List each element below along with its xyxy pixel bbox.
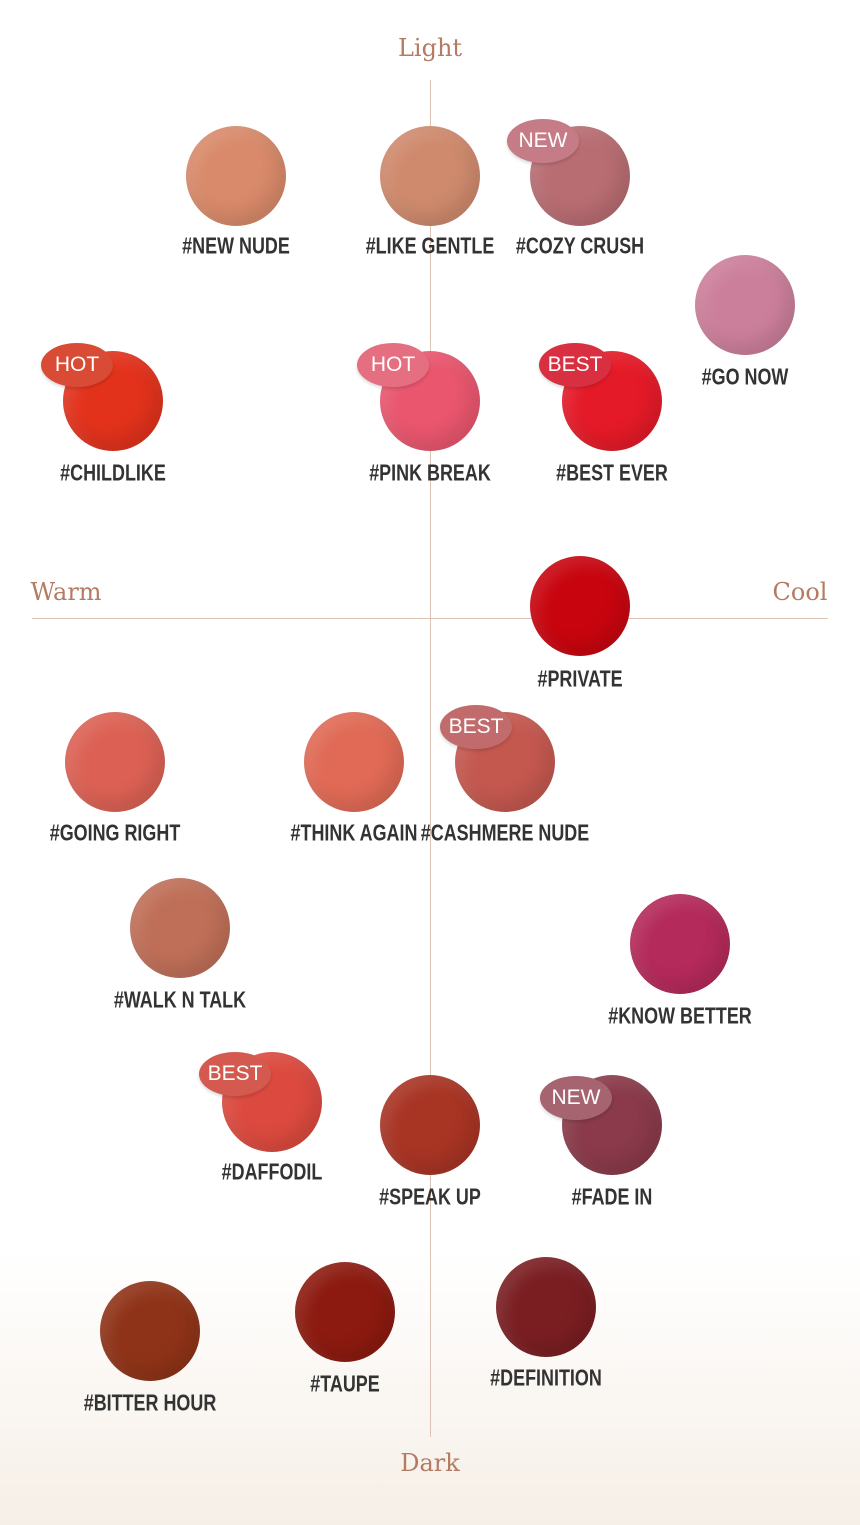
- axis-label-warm: Warm: [30, 578, 102, 606]
- badge-new: NEW: [540, 1076, 612, 1120]
- swatch-label: #THINK AGAIN: [290, 819, 418, 846]
- swatch-circle: [65, 712, 165, 812]
- swatch-label: #BEST EVER: [556, 459, 668, 486]
- swatch-label: #COZY CRUSH: [515, 232, 645, 259]
- swatch-label: #NEW NUDE: [182, 232, 290, 259]
- swatch-circle: [100, 1281, 200, 1381]
- swatch-label: #FADE IN: [571, 1183, 653, 1210]
- swatch-circle: [530, 556, 630, 656]
- badge-best: BEST: [539, 343, 611, 387]
- swatch-circle: [304, 712, 404, 812]
- horizontal-axis-line: [32, 618, 828, 619]
- swatch-circle: [380, 1075, 480, 1175]
- badge-hot: HOT: [41, 343, 113, 387]
- swatch-circle: [630, 894, 730, 994]
- swatch-label: #KNOW BETTER: [608, 1002, 752, 1029]
- swatch-label: #CHILDLIKE: [60, 459, 166, 486]
- badge-new: NEW: [507, 119, 579, 163]
- swatch-label: #PINK BREAK: [369, 459, 491, 486]
- swatch-circle: [186, 126, 286, 226]
- swatch-label: #SPEAK UP: [379, 1183, 481, 1210]
- badge-best: BEST: [440, 705, 512, 749]
- swatch-circle: [695, 255, 795, 355]
- swatch-label: #WALK N TALK: [113, 986, 247, 1013]
- axis-label-cool: Cool: [772, 578, 828, 606]
- swatch-label: #GO NOW: [701, 363, 789, 390]
- swatch-label: #DAFFODIL: [221, 1158, 323, 1185]
- swatch-label: #CASHMERE NUDE: [420, 819, 590, 846]
- swatch-label: #DEFINITION: [490, 1364, 602, 1391]
- swatch-label: #TAUPE: [310, 1370, 380, 1397]
- swatch-circle: [295, 1262, 395, 1362]
- axis-label-dark: Dark: [400, 1449, 460, 1477]
- swatch-circle: [380, 126, 480, 226]
- axis-label-light: Light: [397, 34, 463, 62]
- swatch-label: #PRIVATE: [537, 665, 623, 692]
- swatch-label: #BITTER HOUR: [83, 1389, 217, 1416]
- badge-best: BEST: [199, 1052, 271, 1096]
- badge-hot: HOT: [357, 343, 429, 387]
- swatch-circle: [496, 1257, 596, 1357]
- swatch-circle: [130, 878, 230, 978]
- vertical-axis-line: [430, 80, 431, 1437]
- swatch-label: #LIKE GENTLE: [365, 232, 495, 259]
- swatch-label: #GOING RIGHT: [49, 819, 181, 846]
